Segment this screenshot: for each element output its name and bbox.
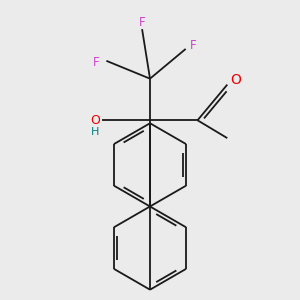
Text: O: O bbox=[91, 114, 100, 127]
Text: H: H bbox=[91, 127, 100, 137]
Text: F: F bbox=[139, 16, 146, 29]
Text: O: O bbox=[230, 73, 241, 87]
Text: F: F bbox=[190, 40, 197, 52]
Text: F: F bbox=[93, 56, 100, 69]
